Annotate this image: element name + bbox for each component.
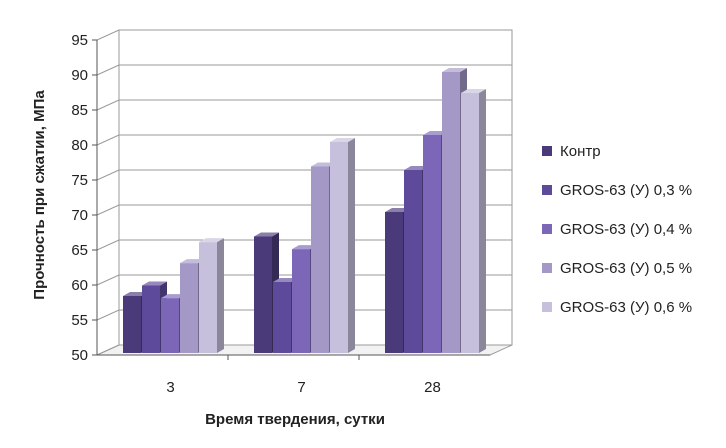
y-tick-label: 75 xyxy=(71,172,88,189)
legend-item: GROS-63 (У) 0,4 % xyxy=(542,221,692,238)
bar-side xyxy=(479,89,486,353)
y-tick-label: 80 xyxy=(71,137,88,154)
y-axis-title: Прочность при сжатии, МПа xyxy=(31,90,48,300)
bar-front xyxy=(330,142,348,353)
x-axis-title: Время твердения, сутки xyxy=(205,411,385,428)
bar-front xyxy=(292,249,310,353)
bar-front xyxy=(461,93,479,353)
legend-label: GROS-63 (У) 0,6 % xyxy=(560,299,692,316)
bar-top xyxy=(404,166,429,170)
axes xyxy=(92,39,490,360)
bar-top xyxy=(180,259,205,264)
bar-top xyxy=(385,208,410,212)
bar-front xyxy=(180,263,198,353)
bar-front xyxy=(385,212,403,353)
y-tick-label: 70 xyxy=(71,207,88,224)
y-tick-label: 55 xyxy=(71,312,88,329)
legend: Контр GROS-63 (У) 0,3 % GROS-63 (У) 0,4 % G… xyxy=(542,143,692,316)
bar-top xyxy=(461,89,486,93)
gridline-depth xyxy=(96,169,120,181)
bar-front xyxy=(199,242,217,353)
legend-label: Контр xyxy=(560,143,601,160)
bar-top xyxy=(199,238,224,243)
bar xyxy=(461,89,486,353)
legend-swatch xyxy=(542,146,552,156)
legend-swatch xyxy=(542,185,552,195)
legend-item: GROS-63 (У) 0,3 % xyxy=(542,182,692,199)
bar-front xyxy=(273,282,291,353)
bar-front xyxy=(254,236,272,353)
legend-item: Контр xyxy=(542,143,601,160)
y-tick-label: 50 xyxy=(71,347,88,364)
legend-swatch xyxy=(542,224,552,234)
bar-top xyxy=(423,131,448,135)
gridline-depth xyxy=(96,64,120,76)
bar-front xyxy=(442,72,460,353)
legend-label: GROS-63 (У) 0,5 % xyxy=(560,260,692,277)
bar-side xyxy=(217,238,224,353)
y-tick-labels: 50 55 60 65 70 75 80 85 90 95 xyxy=(71,32,88,364)
bar-top xyxy=(292,245,317,250)
y-tick-label: 95 xyxy=(71,32,88,49)
y-tick-label: 60 xyxy=(71,277,88,294)
x-tick-label: 28 xyxy=(424,379,441,396)
legend-swatch xyxy=(542,263,552,273)
bar-front xyxy=(161,298,179,353)
bar-top xyxy=(311,162,336,167)
legend-item: GROS-63 (У) 0,6 % xyxy=(542,299,692,316)
legend-swatch xyxy=(542,302,552,312)
bar xyxy=(330,138,355,353)
gridline-depth xyxy=(96,29,120,41)
gridline-depth xyxy=(96,134,120,146)
gridline-depth xyxy=(96,204,120,216)
legend-item: GROS-63 (У) 0,5 % xyxy=(542,260,692,277)
y-tick-label: 65 xyxy=(71,242,88,259)
y-tick-label: 85 xyxy=(71,102,88,119)
bar-top xyxy=(142,281,167,286)
legend-label: GROS-63 (У) 0,4 % xyxy=(560,221,692,238)
gridline-depth xyxy=(96,274,120,286)
x-tick-labels: 3 7 28 xyxy=(166,379,441,396)
y-tick-label: 90 xyxy=(71,67,88,84)
bar-top xyxy=(123,292,148,296)
legend-label: GROS-63 (У) 0,3 % xyxy=(560,182,692,199)
bar-top xyxy=(273,278,298,282)
bar-top xyxy=(161,294,186,299)
gridline-depth xyxy=(96,239,120,251)
bar-front xyxy=(142,285,160,353)
bar-top xyxy=(330,138,355,142)
bar-top xyxy=(254,232,279,237)
bar-front xyxy=(404,170,422,353)
gridline-depth xyxy=(96,344,120,356)
bar-top xyxy=(442,68,467,72)
x-tick-label: 3 xyxy=(166,379,174,396)
bar-front xyxy=(123,296,141,353)
bar-front xyxy=(423,135,441,353)
gridline-depth xyxy=(96,309,120,321)
bar-front xyxy=(311,166,329,353)
gridline-depth xyxy=(96,99,120,111)
bar-side xyxy=(348,138,355,353)
bars xyxy=(123,68,486,353)
x-tick-label: 7 xyxy=(297,379,305,396)
bar xyxy=(199,238,224,353)
